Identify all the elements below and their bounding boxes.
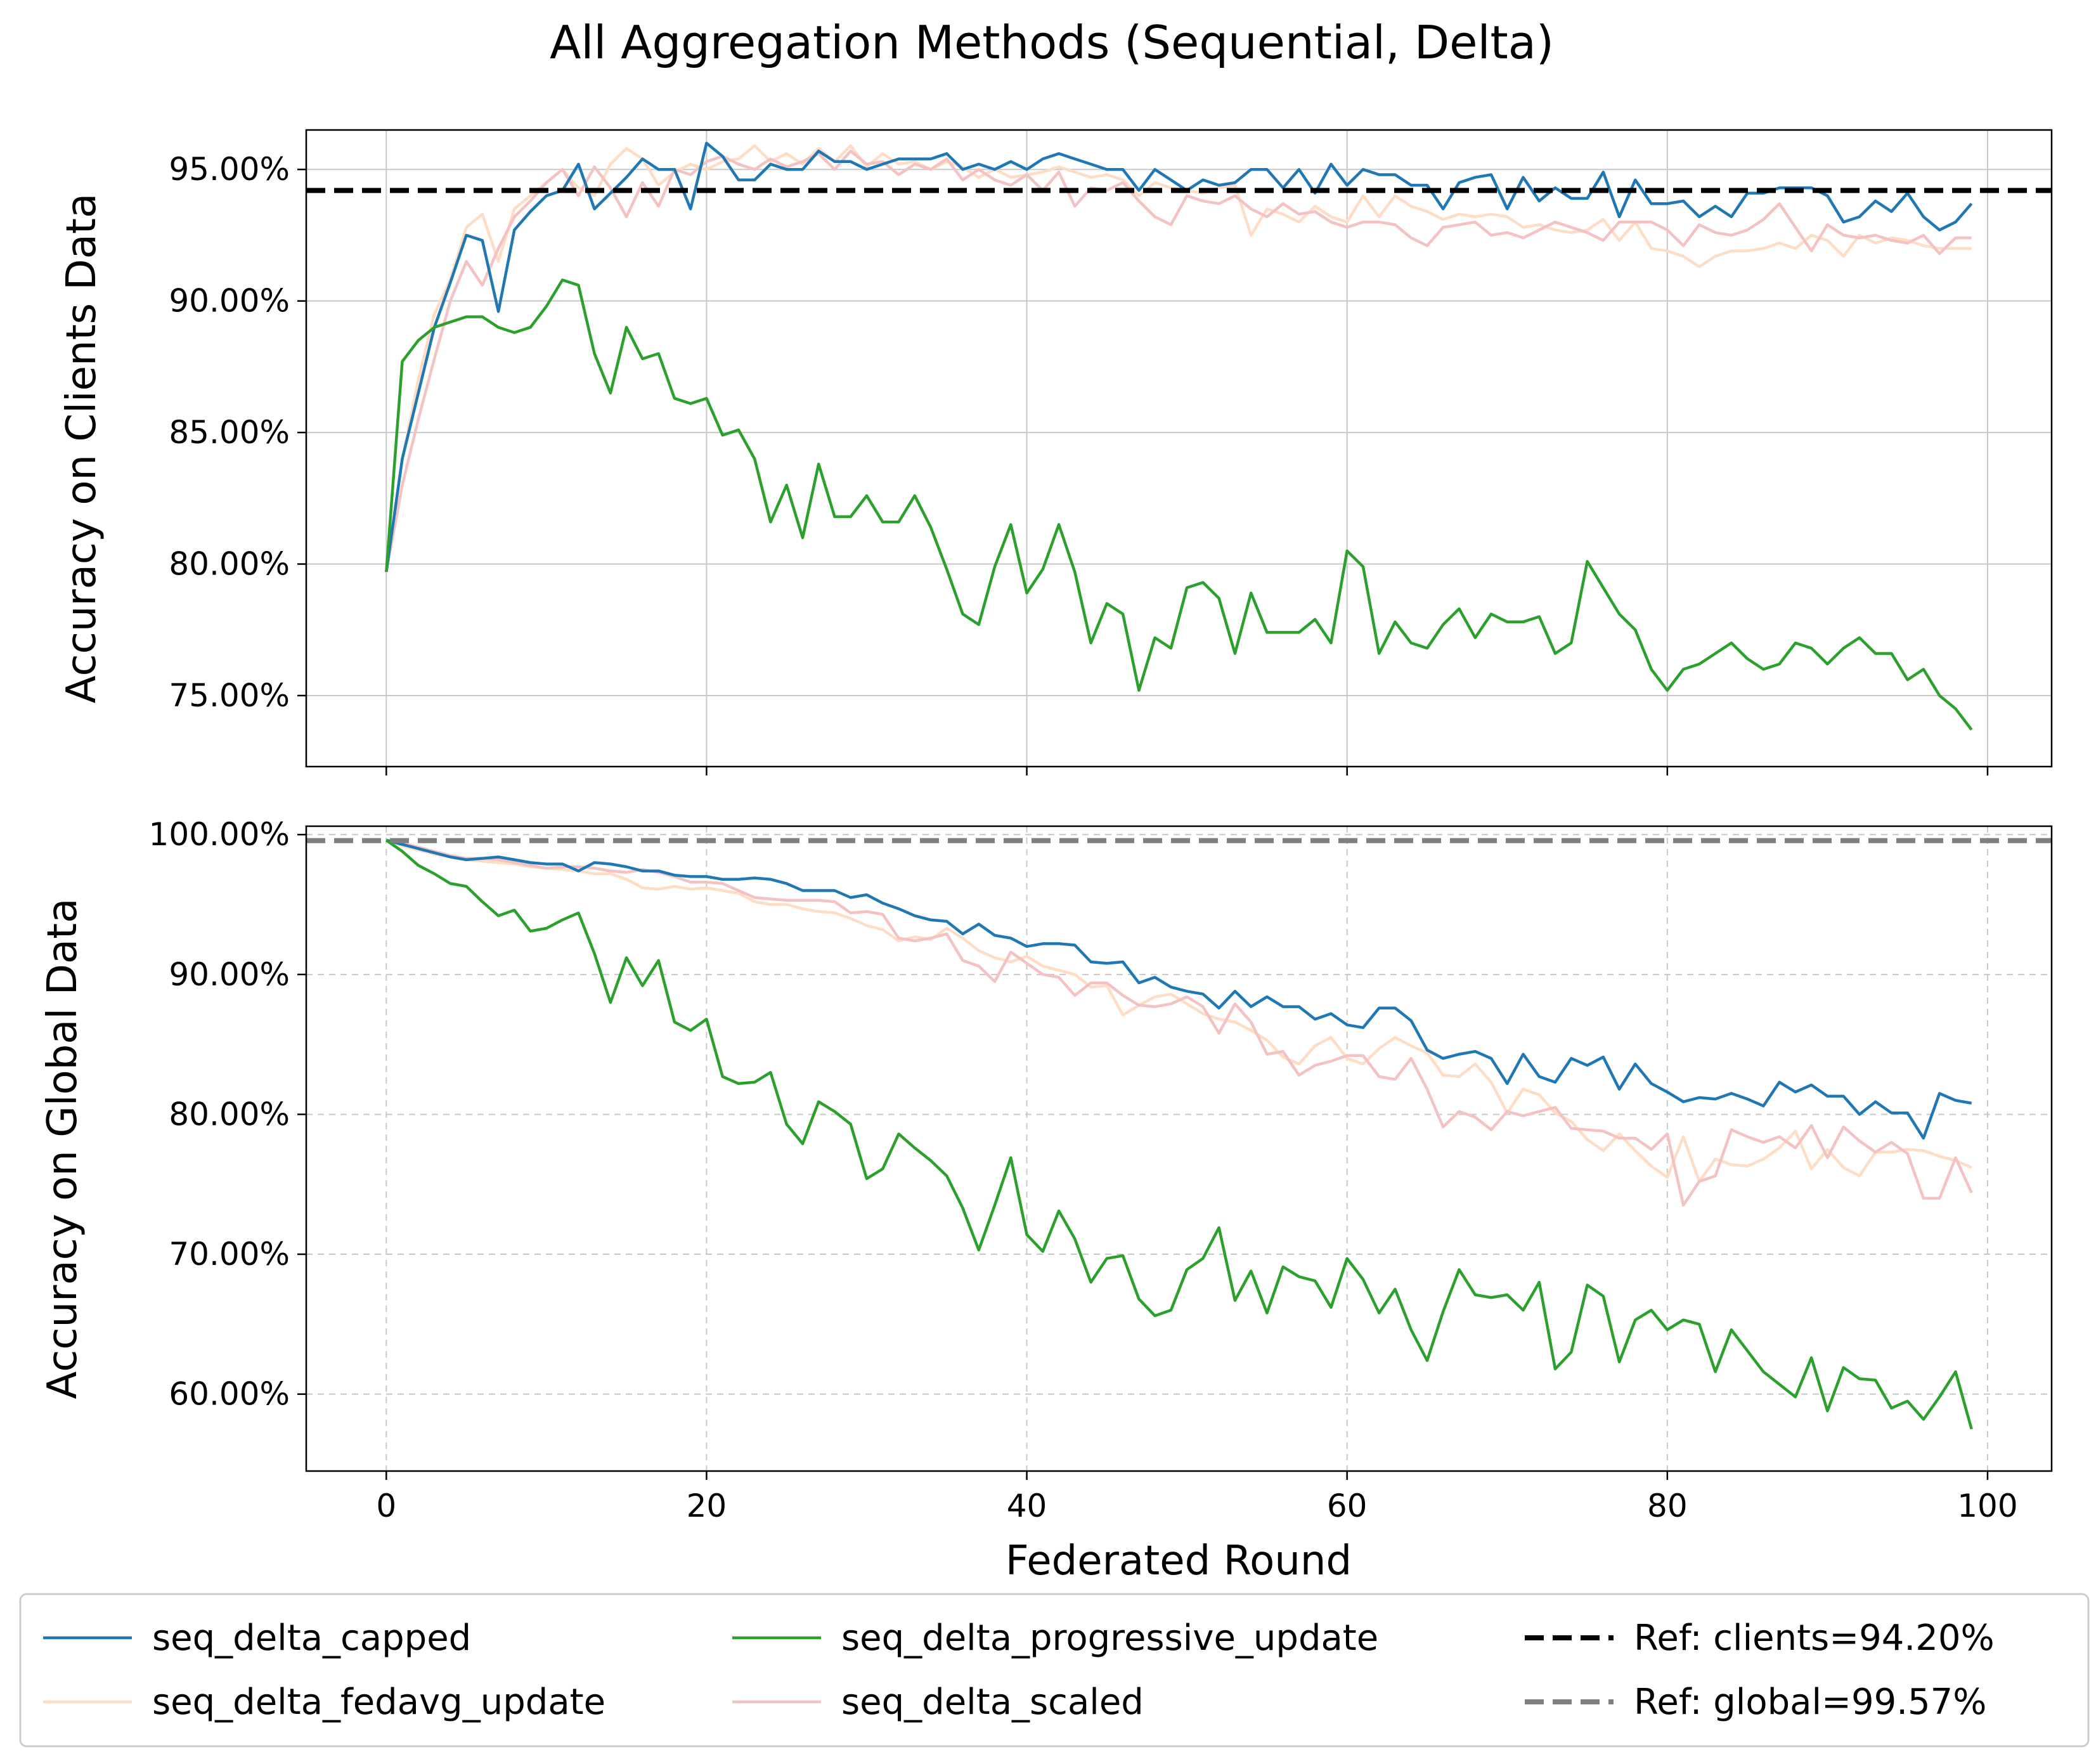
clients-series-seq_delta_progressive_update: [385, 278, 1973, 731]
x-tick-label: 40: [1007, 1488, 1047, 1524]
clients-series-seq_delta_scaled: [385, 149, 1972, 573]
clients-y-tick-label: 95.00%: [169, 151, 290, 188]
clients-y-tick-label: 90.00%: [169, 283, 290, 320]
figure-title: All Aggregation Methods (Sequential, Del…: [550, 16, 1554, 69]
legend-label: Ref: clients=94.20%: [1634, 1618, 1995, 1659]
global-series-seq_delta_scaled: [385, 838, 1973, 1207]
x-tick-label: 60: [1327, 1488, 1368, 1524]
global-y-tick-label: 60.00%: [169, 1376, 290, 1413]
x-tick-label: 0: [376, 1488, 396, 1524]
x-tick-label: 100: [1957, 1488, 2017, 1524]
global-y-tick-label: 70.00%: [169, 1236, 290, 1273]
global-accuracy-panel: 60.00% 70.00% 80.00% 90.00% 100.00% 0 20 40 60 80…: [39, 816, 2053, 1585]
clients-y-axis-label: Accuracy on Clients Data: [58, 193, 105, 703]
clients-accuracy-panel: 75.00% 80.00% 85.00% 90.00% 95.00% Accuracy …: [58, 129, 2053, 775]
legend-label: seq_delta_progressive_update: [841, 1618, 1378, 1659]
x-tick-label: 80: [1647, 1488, 1688, 1524]
x-tick-label: 20: [687, 1488, 727, 1524]
legend-label: Ref: global=99.57%: [1634, 1682, 1986, 1723]
legend: seq_delta_capped seq_delta_fedavg_update s…: [19, 1593, 2090, 1748]
legend-label: seq_delta_capped: [152, 1618, 471, 1659]
legend-label: seq_delta_fedavg_update: [152, 1682, 605, 1723]
global-y-tick-label: 80.00%: [169, 1096, 290, 1132]
x-axis-label: Federated Round: [1006, 1538, 1352, 1585]
global-y-tick-label: 100.00%: [149, 816, 290, 853]
clients-y-tick-label: 75.00%: [169, 677, 290, 714]
clients-series-seq_delta_capped: [385, 141, 1973, 573]
global-plot-frame: [305, 825, 2053, 1472]
global-y-tick-label: 90.00%: [169, 956, 290, 993]
legend-box: [19, 1593, 2090, 1748]
clients-y-tick-label: 80.00%: [169, 546, 290, 583]
global-series-seq_delta_capped: [385, 838, 1972, 1140]
global-y-axis-label: Accuracy on Global Data: [39, 898, 86, 1399]
legend-label: seq_delta_scaled: [841, 1682, 1144, 1723]
global-series-seq_delta_progressive_update: [385, 839, 1973, 1430]
clients-y-tick-label: 85.00%: [169, 414, 290, 451]
clients-plot-frame: [305, 129, 2053, 768]
